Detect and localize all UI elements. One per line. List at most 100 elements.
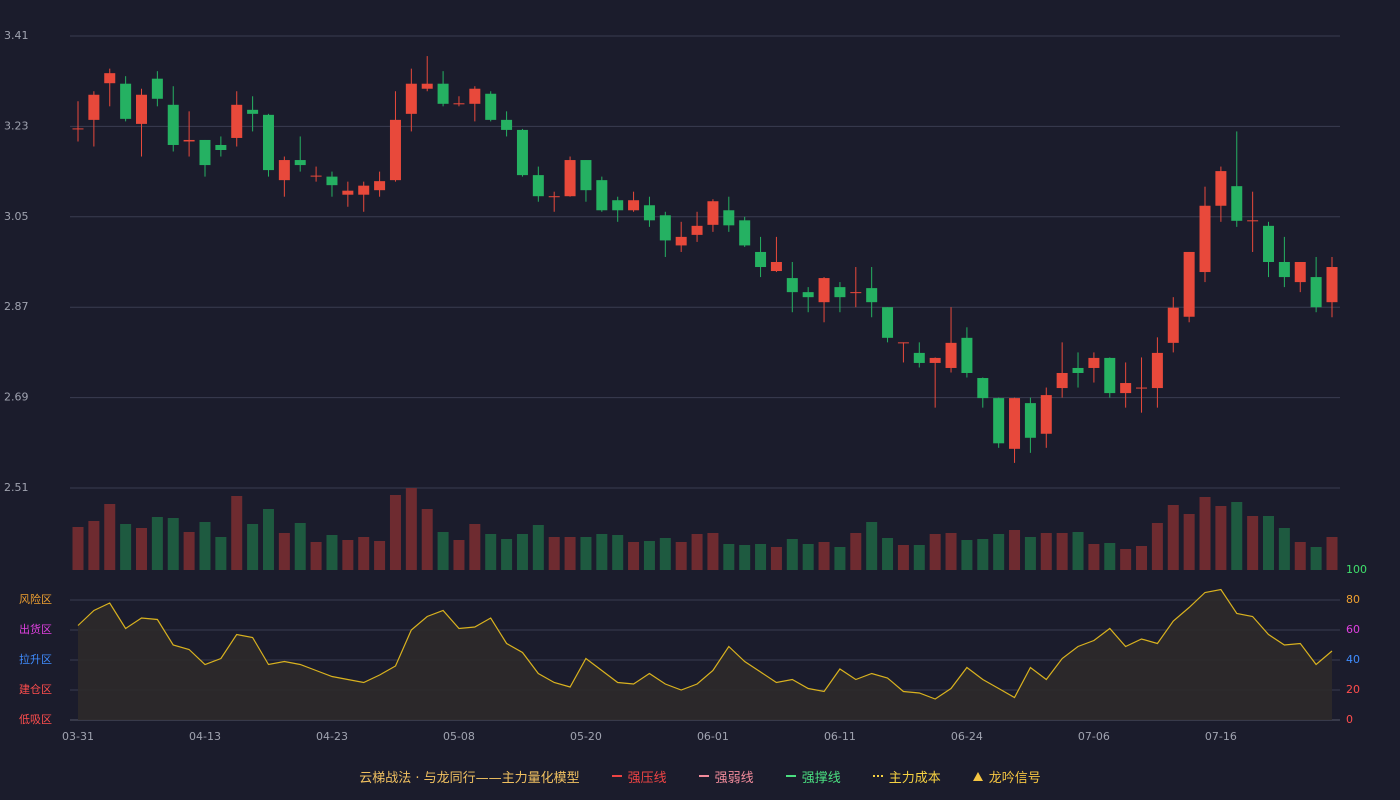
candle-body bbox=[628, 200, 640, 211]
candle-body bbox=[802, 292, 814, 298]
candle-body bbox=[691, 225, 703, 235]
volume-bar bbox=[342, 540, 354, 570]
volume-bar bbox=[1199, 497, 1211, 570]
candle-body bbox=[1231, 186, 1243, 221]
volume-bar bbox=[1183, 514, 1195, 570]
volume-bar bbox=[1104, 543, 1116, 570]
candle-body bbox=[1088, 357, 1100, 368]
candle-body bbox=[1326, 267, 1338, 303]
candle-body bbox=[1136, 387, 1148, 389]
y-tick-label: 2.51 bbox=[4, 481, 29, 494]
y-tick-label: 2.87 bbox=[4, 300, 29, 313]
legend-item[interactable]: 强撑线 bbox=[785, 767, 841, 786]
candle-body bbox=[151, 78, 163, 99]
volume-bar bbox=[834, 547, 846, 570]
x-tick-label: 04-13 bbox=[189, 730, 221, 743]
volume-bar bbox=[643, 541, 655, 570]
candle-body bbox=[580, 160, 592, 191]
volume-bar bbox=[167, 518, 179, 570]
volume-bar bbox=[993, 534, 1005, 570]
candle-body bbox=[326, 176, 338, 186]
legend-item[interactable]: 强压线 bbox=[611, 767, 667, 786]
candle-body bbox=[262, 114, 274, 171]
volume-bar bbox=[405, 488, 417, 570]
volume-bar bbox=[231, 496, 243, 570]
candle-body bbox=[135, 94, 147, 124]
volume-bar bbox=[1088, 544, 1100, 570]
volume-bar bbox=[675, 542, 687, 570]
legend-label: 强撑线 bbox=[801, 770, 841, 786]
candle-body bbox=[485, 93, 497, 120]
volume-bar bbox=[247, 524, 259, 570]
volume-bar bbox=[612, 535, 624, 570]
volume-bar bbox=[882, 538, 894, 570]
volume-bar bbox=[1056, 533, 1068, 570]
candle-body bbox=[278, 160, 290, 181]
candle-body bbox=[913, 352, 925, 363]
zone-label: 拉升区 bbox=[19, 652, 52, 666]
candle-body bbox=[882, 307, 894, 338]
volume-bar bbox=[1310, 547, 1322, 570]
candle-body bbox=[358, 185, 370, 195]
volume-bar bbox=[437, 532, 449, 570]
volume-bar bbox=[1231, 502, 1243, 570]
volume-bar bbox=[358, 537, 370, 570]
candle-body bbox=[342, 190, 354, 195]
y2-tick-label: 80 bbox=[1346, 593, 1360, 606]
y-tick-label: 3.23 bbox=[4, 119, 29, 132]
volume-bar bbox=[850, 533, 862, 570]
oscillator-area bbox=[78, 589, 1332, 720]
y-tick-label: 2.69 bbox=[4, 391, 29, 404]
y-tick-label: 3.05 bbox=[4, 210, 29, 223]
volume-bar bbox=[723, 544, 735, 570]
volume-bar bbox=[183, 532, 195, 570]
volume-bar bbox=[532, 525, 544, 570]
volume-bar bbox=[945, 533, 957, 570]
volume-bar bbox=[802, 544, 814, 570]
volume-bar bbox=[262, 509, 274, 570]
x-tick-label: 06-11 bbox=[824, 730, 856, 743]
volume-bar bbox=[1009, 530, 1021, 570]
candle-body bbox=[897, 342, 909, 344]
candle-body bbox=[516, 129, 528, 176]
candle-body bbox=[1294, 262, 1306, 283]
volume-bar bbox=[326, 535, 338, 570]
legend-item[interactable]: 强弱线 bbox=[698, 767, 754, 786]
candle-body bbox=[437, 83, 449, 104]
legend-item[interactable]: 龙吟信号 bbox=[972, 767, 1041, 786]
candle-body bbox=[1167, 307, 1179, 343]
candle-body bbox=[88, 94, 100, 120]
volume-bar bbox=[516, 534, 528, 570]
volume-bar bbox=[897, 545, 909, 570]
volume-bar bbox=[548, 537, 560, 570]
volume-bar bbox=[469, 524, 481, 570]
candle-body bbox=[707, 201, 719, 225]
volume-bar bbox=[1151, 523, 1163, 570]
volume-bar bbox=[1294, 542, 1306, 570]
volume-bar bbox=[485, 534, 497, 570]
candle-body bbox=[1278, 262, 1290, 278]
candle-body bbox=[548, 196, 560, 198]
volume-bar bbox=[755, 544, 767, 570]
candle-body bbox=[659, 215, 671, 241]
volume-bar bbox=[786, 539, 798, 570]
volume-bar bbox=[1024, 537, 1036, 570]
candle-body bbox=[596, 180, 608, 211]
x-tick-label: 07-06 bbox=[1078, 730, 1110, 743]
volume-bar bbox=[1120, 549, 1132, 570]
candle-body bbox=[1009, 398, 1021, 449]
volume-bar bbox=[961, 540, 973, 570]
candle-body bbox=[294, 160, 306, 166]
candle-body bbox=[1151, 352, 1163, 389]
y2-tick-label: 40 bbox=[1346, 653, 1360, 666]
volume-bar bbox=[421, 509, 433, 570]
legend-item[interactable]: 主力成本 bbox=[872, 767, 941, 786]
legend: 云梯战法 · 与龙同行——主力量化模型 强压线 强弱线 强撑线 主力成本 龙吟信号 bbox=[0, 764, 1400, 788]
candle-body bbox=[1104, 357, 1116, 394]
volume-bar bbox=[707, 533, 719, 570]
volume-bar bbox=[1326, 537, 1338, 570]
volume-bar bbox=[1136, 546, 1148, 570]
volume-bar bbox=[151, 517, 163, 570]
volume-bar bbox=[120, 524, 132, 570]
